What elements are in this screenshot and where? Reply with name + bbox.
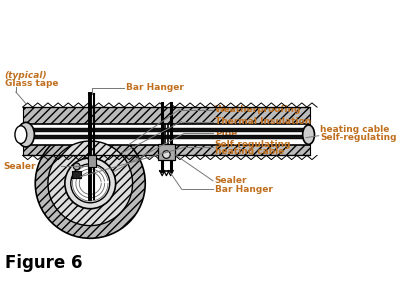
Ellipse shape xyxy=(15,126,27,143)
Bar xyxy=(23,128,310,132)
Circle shape xyxy=(35,128,145,238)
Text: Thermal Insulation: Thermal Insulation xyxy=(215,117,311,126)
Text: Self-regulating: Self-regulating xyxy=(215,140,291,149)
Circle shape xyxy=(71,164,110,203)
Bar xyxy=(23,124,310,145)
Ellipse shape xyxy=(18,123,34,147)
Text: Weatherproofing: Weatherproofing xyxy=(215,105,301,114)
Bar xyxy=(88,155,96,167)
Text: heating cable: heating cable xyxy=(320,125,390,134)
Text: Bar Hanger: Bar Hanger xyxy=(126,83,184,92)
Ellipse shape xyxy=(303,125,314,144)
Text: heating cable: heating cable xyxy=(215,147,284,157)
Bar xyxy=(23,138,310,155)
Text: Bar Hanger: Bar Hanger xyxy=(215,185,273,194)
Text: Sealer: Sealer xyxy=(3,162,36,171)
Text: Figure 6: Figure 6 xyxy=(5,254,82,272)
Text: Self-regulating: Self-regulating xyxy=(320,133,397,142)
Circle shape xyxy=(48,141,132,226)
Text: (typical): (typical) xyxy=(5,71,47,80)
Text: Pipe: Pipe xyxy=(215,129,237,138)
Bar xyxy=(23,107,310,124)
Text: Glass tape: Glass tape xyxy=(5,79,58,88)
Text: Sealer: Sealer xyxy=(215,176,247,185)
Circle shape xyxy=(163,151,170,158)
Circle shape xyxy=(73,163,80,170)
Bar xyxy=(158,144,175,160)
Bar xyxy=(73,171,81,178)
Circle shape xyxy=(65,158,116,209)
Bar xyxy=(23,135,310,139)
